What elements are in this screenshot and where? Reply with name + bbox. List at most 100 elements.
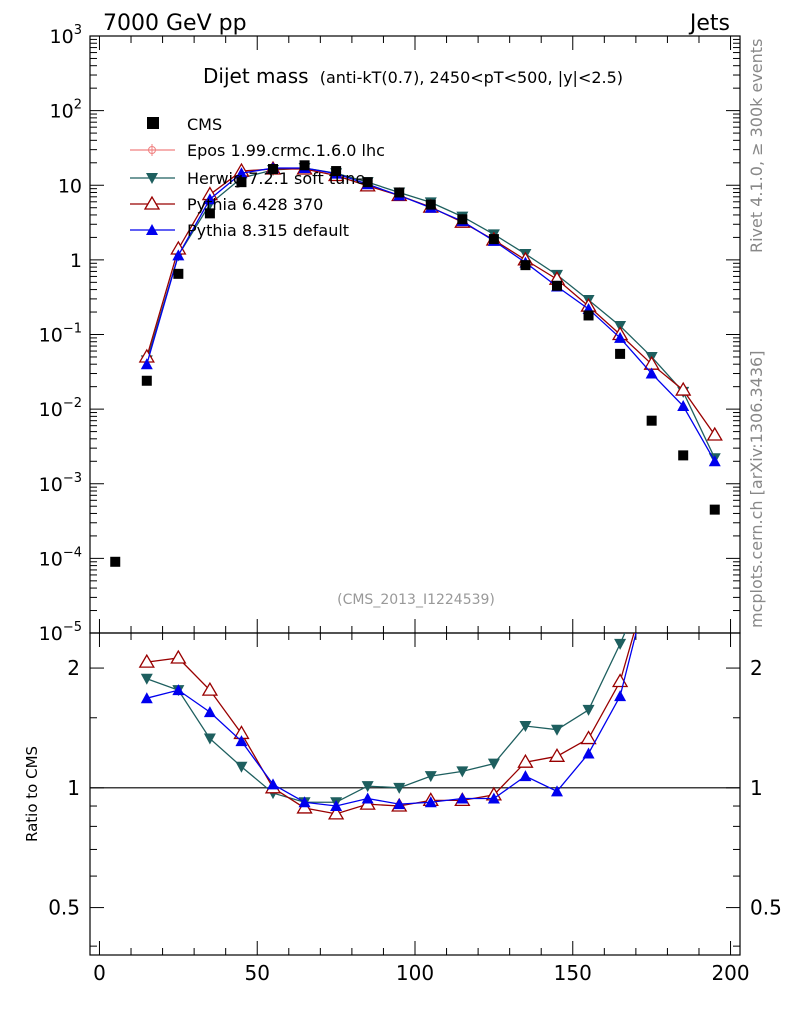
main-axes: 10−5 10−4 10−3 10−2 10−1 1 10 102 103 — [39, 23, 740, 955]
ratio-point-herwig — [235, 761, 248, 773]
y-tick-label: 10 — [58, 175, 82, 197]
ratio-point-pythia — [327, 805, 345, 820]
ratio-point-pythia — [267, 778, 280, 790]
y-tick-label: 10−5 — [39, 620, 82, 645]
cms-data-point — [709, 504, 720, 515]
series-point-pythia — [706, 426, 723, 441]
cms-data-point — [394, 187, 405, 198]
ratio-point-pythia — [456, 792, 469, 804]
header-process: Jets — [688, 11, 730, 36]
ratio-point-pythia — [172, 684, 185, 696]
cms-data-point — [173, 268, 184, 279]
ratio-y-tick-label-right: 2 — [750, 656, 763, 680]
ratio-point-pythia — [517, 753, 534, 768]
ratio-point-pythia — [424, 796, 437, 808]
cms-data-point — [204, 208, 215, 219]
series-point-pythia — [708, 455, 721, 467]
cms-data-point — [362, 177, 373, 188]
ratio-point-pythia — [548, 748, 566, 762]
analysis-watermark: (CMS_2013_I1224539) — [337, 592, 495, 608]
ratio-point-herwig — [393, 782, 406, 794]
ratio-point-pythia — [580, 730, 597, 745]
ratio-point-pythia — [140, 692, 153, 704]
legend-marker-pythia6 — [130, 195, 175, 210]
ratio-point-pythia — [361, 792, 374, 804]
ratio-point-pythia — [201, 681, 219, 696]
mcplots-label: mcplots.cern.ch [arXiv:1306.3436] — [747, 351, 766, 628]
cms-data-point — [520, 260, 531, 271]
title-sub: (anti-kT(0.7), 2450<pT<500, |y|<2.5) — [320, 68, 623, 87]
series-point-pythia — [203, 193, 216, 205]
series-point-pythia — [614, 331, 627, 343]
cms-data-point — [646, 415, 657, 426]
series-point-pythia — [675, 381, 692, 396]
x-tick-label: 50 — [245, 961, 270, 985]
ratio-point-pythia — [519, 770, 532, 782]
x-tick-label: 100 — [396, 961, 434, 985]
ratio-point-pythia — [235, 735, 248, 747]
y-tick-label: 103 — [50, 23, 82, 48]
ratio-point-pythia — [138, 653, 155, 668]
ratio-point-pythia — [393, 798, 406, 810]
legend: CMS Epos 1.99.crmc.1.6.0 lhc Herwig 7.2.… — [130, 115, 385, 240]
title-main: Dijet mass — [203, 64, 309, 88]
ratio-point-pythia — [203, 706, 216, 718]
ratio-point-pythia — [614, 690, 627, 702]
ratio-point-herwig — [487, 758, 500, 770]
y-tick-label: 10−2 — [39, 396, 82, 421]
main-series-layer — [110, 160, 723, 567]
ratio-frame — [89, 632, 741, 956]
cms-data-point — [488, 234, 499, 245]
ratio-point-herwig — [550, 724, 563, 736]
series-point-pythia — [235, 167, 248, 179]
ratio-point-herwig — [519, 721, 532, 733]
ratio-y-tick-label-left: 2 — [67, 656, 80, 680]
ratio-point-pythia — [550, 785, 563, 797]
legend-label-pythia8: Pythia 8.315 default — [187, 221, 349, 240]
chart-title: Dijet mass (anti-kT(0.7), 2450<pT<500, |… — [203, 64, 623, 88]
ratio-y-tick-label-right: 1 — [750, 776, 763, 800]
series-point-pythia — [645, 367, 658, 379]
ratio-point-pythia — [170, 649, 187, 664]
cms-data-point — [615, 348, 626, 359]
x-tick-label: 0 — [93, 961, 106, 985]
cms-data-point — [331, 166, 342, 177]
series-point-pythia — [172, 249, 185, 261]
ratio-y-tick-label-right: 0.5 — [750, 896, 782, 920]
ratio-point-herwig — [140, 673, 153, 685]
cms-data-point — [551, 280, 562, 291]
ratio-y-tick-label-left: 0.5 — [48, 896, 80, 920]
ratio-point-herwig — [582, 704, 595, 716]
series-point-pythia — [677, 400, 690, 412]
ratio-y-tick-label-left: 1 — [67, 776, 80, 800]
x-tick-label: 150 — [554, 961, 592, 985]
rivet-label: Rivet 4.1.0, ≥ 300k events — [747, 39, 766, 253]
ratio-point-pythia — [487, 792, 500, 804]
ratio-point-herwig — [361, 781, 374, 793]
cms-data-point — [678, 450, 689, 461]
ratio-point-herwig — [424, 771, 437, 783]
cms-data-point — [141, 375, 152, 386]
x-tick-label: 200 — [711, 961, 749, 985]
ratio-point-herwig — [203, 733, 216, 745]
y-tick-label: 1 — [70, 250, 82, 272]
cms-data-point — [583, 310, 594, 321]
y-tick-label: 10−4 — [39, 545, 82, 570]
legend-marker-pythia8 — [130, 224, 175, 235]
series-point-pythia — [140, 358, 153, 370]
ratio-point-pythia — [298, 796, 311, 808]
legend-label-herwig: Herwig 7.2.1 soft tune — [187, 169, 365, 188]
legend-marker-epos — [130, 144, 175, 156]
y-tick-label: 10−1 — [39, 322, 82, 347]
cms-data-point — [299, 160, 310, 171]
legend-label-epos: Epos 1.99.crmc.1.6.0 lhc — [187, 141, 385, 160]
ratio-point-pythia — [330, 800, 343, 812]
ratio-series-layer — [138, 633, 637, 820]
ratio-point-pythia — [582, 747, 595, 759]
cms-data-point — [110, 556, 121, 567]
ratio-ylabel: Ratio to CMS — [23, 746, 41, 842]
legend-marker-cms — [147, 117, 159, 129]
cms-data-point — [236, 177, 247, 188]
ratio-point-herwig — [614, 638, 627, 650]
